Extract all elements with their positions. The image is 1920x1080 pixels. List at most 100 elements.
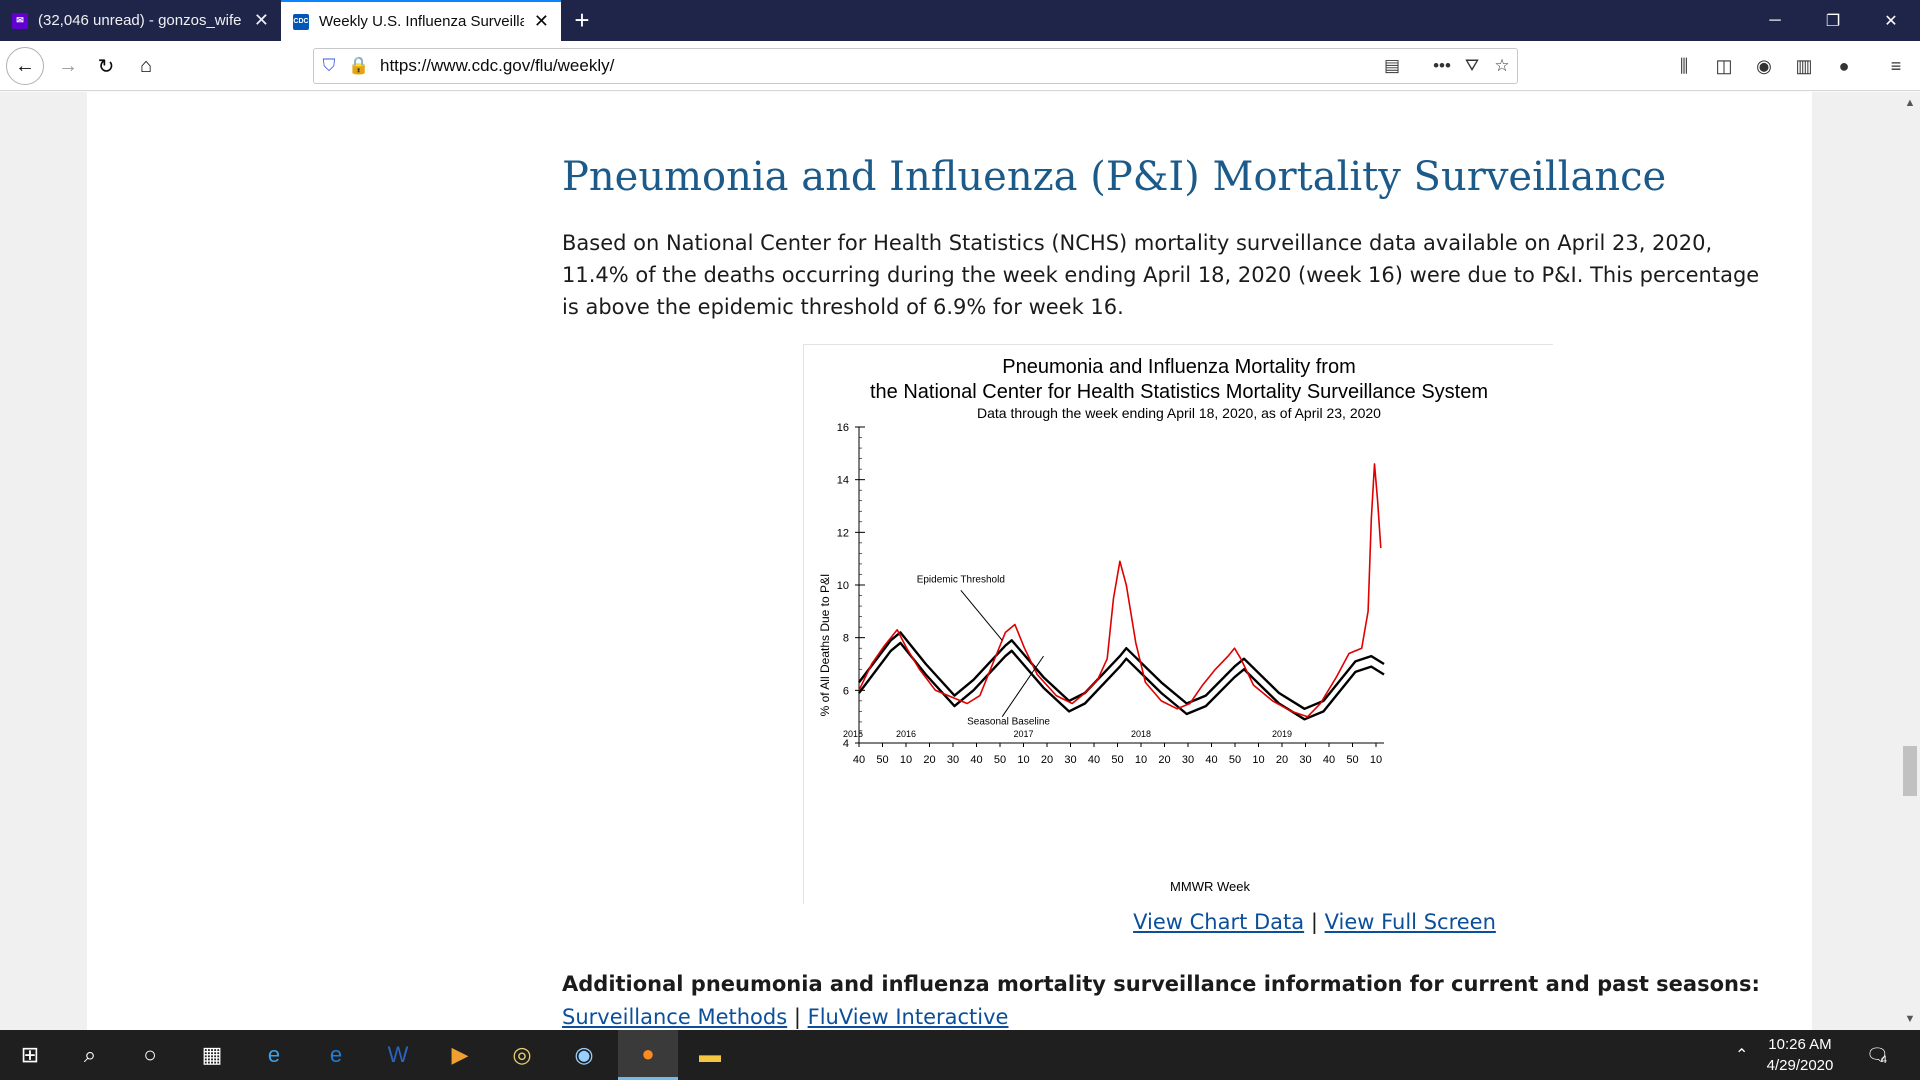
calculator-icon[interactable]: ▦ <box>201 1042 223 1067</box>
x-tick-label: 20 <box>923 754 935 766</box>
surveillance-methods-link[interactable]: Surveillance Methods <box>562 1005 788 1029</box>
x-tick-label: 30 <box>1064 754 1076 766</box>
x-tick-label: 40 <box>970 754 982 766</box>
pocket-icon[interactable]: ⛛ <box>1464 56 1480 75</box>
x-tick-label: 10 <box>1135 754 1147 766</box>
tab-strip: ✉ (32,046 unread) - gonzos_wife ✕ CDC We… <box>0 0 1920 41</box>
home-button[interactable]: ⌂ <box>139 54 153 77</box>
minimize-button[interactable]: ─ <box>1769 11 1781 29</box>
chart-svg: Pneumonia and Influenza Mortality from t… <box>818 356 1488 894</box>
extension-icon[interactable]: ▥ <box>1795 55 1813 76</box>
system-clock[interactable]: 10:26 AM 4/29/2020 <box>1750 1034 1850 1076</box>
x-tick-label: 40 <box>1205 754 1217 766</box>
bookmark-star-icon[interactable]: ☆ <box>1494 56 1510 75</box>
windows-start-icon[interactable]: ⊞ <box>20 1042 40 1067</box>
sidebar-icon[interactable]: ◫ <box>1715 55 1733 76</box>
x-axis-label: MMWR Week <box>1170 879 1250 894</box>
cdc-icon: CDC <box>293 13 309 30</box>
reload-button[interactable]: ↻ <box>97 55 115 78</box>
notification-count: 4 <box>1880 1054 1887 1066</box>
back-button[interactable]: ← <box>6 47 44 85</box>
media-player-icon[interactable]: ▶ <box>451 1042 469 1067</box>
x-tick-label: 10 <box>1370 754 1382 766</box>
tab-title: (32,046 unread) - gonzos_wife <box>38 12 242 29</box>
clock-time: 10:26 AM <box>1768 1036 1832 1053</box>
y-tick-label: 14 <box>837 475 849 487</box>
forward-button[interactable]: → <box>58 54 78 77</box>
annotation-arrow <box>960 589 1003 641</box>
annotation-epidemic-threshold: Epidemic Threshold <box>917 574 1005 585</box>
scroll-down-arrow-icon[interactable]: ▼ <box>1904 1013 1916 1025</box>
search-icon[interactable]: ⌕ <box>83 1042 97 1067</box>
annotation-arrow <box>1001 655 1044 717</box>
x-tick-label: 50 <box>1111 754 1123 766</box>
chart-title-line1: Pneumonia and Influenza Mortality from <box>1002 356 1356 378</box>
year-label: 2015 <box>843 729 863 739</box>
close-tab-icon[interactable]: ✕ <box>533 11 549 31</box>
internet-explorer-icon[interactable]: e <box>267 1042 281 1067</box>
firefox-icon[interactable]: ● <box>618 1030 678 1080</box>
link-separator: | <box>793 1005 801 1029</box>
y-tick-label: 8 <box>843 633 849 645</box>
x-tick-label: 40 <box>1088 754 1100 766</box>
yahoo-mail-icon: ✉ <box>12 12 28 29</box>
window-controls: ─ ❐ ✕ <box>1746 0 1920 41</box>
fluview-interactive-link[interactable]: FluView Interactive <box>807 1005 1009 1029</box>
eye-app-icon[interactable]: ◉ <box>574 1042 594 1067</box>
menu-icon[interactable]: ≡ <box>1890 55 1902 76</box>
year-label: 2016 <box>896 729 916 739</box>
edge-icon[interactable]: e <box>329 1042 343 1067</box>
scrollbar-thumb[interactable] <box>1903 746 1917 796</box>
chart-annotations: Epidemic Threshold Seasonal Baseline <box>917 574 1051 727</box>
file-explorer-icon[interactable]: ▬ <box>699 1042 721 1067</box>
view-chart-data-link[interactable]: View Chart Data <box>1133 910 1305 934</box>
year-label: 2019 <box>1272 729 1292 739</box>
notifications-icon[interactable]: 🗨 4 <box>1866 1044 1889 1067</box>
show-hidden-icons-icon[interactable]: ⌃ <box>1735 1047 1749 1064</box>
tab-cdc-flu[interactable]: CDC Weekly U.S. Influenza Surveillance ✕ <box>281 0 561 41</box>
tracking-protection-icon[interactable]: ⛉ <box>322 56 336 75</box>
close-window-button[interactable]: ✕ <box>1884 12 1898 30</box>
view-full-screen-link[interactable]: View Full Screen <box>1324 910 1496 934</box>
tab-title: Weekly U.S. Influenza Surveillance <box>319 13 524 30</box>
series-line-p-i <box>858 463 1382 718</box>
address-bar[interactable]: ⛉ 🔒 https://www.cdc.gov/flu/weekly/ ▤ ••… <box>313 48 1518 84</box>
x-tick-label: 20 <box>1276 754 1288 766</box>
multi-account-icon[interactable]: ● <box>1838 55 1850 76</box>
additional-links: Surveillance Methods | FluView Interacti… <box>562 1005 1008 1029</box>
restore-button[interactable]: ❐ <box>1825 12 1841 30</box>
pi-mortality-chart: Pneumonia and Influenza Mortality from t… <box>803 344 1553 904</box>
reader-view-icon[interactable]: ▤ <box>1383 56 1401 75</box>
chart-subtitle: Data through the week ending April 18, 2… <box>977 405 1381 421</box>
page-actions-icon[interactable]: ••• <box>1433 56 1451 75</box>
year-label: 2017 <box>1013 729 1033 739</box>
scroll-up-arrow-icon[interactable]: ▲ <box>1904 97 1916 109</box>
vertical-scrollbar[interactable]: ▲ ▼ <box>1900 92 1920 1030</box>
x-tick-label: 50 <box>1229 754 1241 766</box>
url-text[interactable]: https://www.cdc.gov/flu/weekly/ <box>380 56 615 75</box>
account-icon[interactable]: ◉ <box>1756 55 1772 76</box>
chart-title-line2: the National Center for Health Statistic… <box>870 381 1488 403</box>
cortana-icon[interactable]: ○ <box>143 1042 157 1067</box>
x-tick-label: 10 <box>900 754 912 766</box>
y-axis-label: % of All Deaths Due to P&I <box>818 574 832 717</box>
x-tick-label: 50 <box>1346 754 1358 766</box>
year-label: 2018 <box>1131 729 1151 739</box>
x-tick-label: 20 <box>1158 754 1170 766</box>
lock-icon[interactable]: 🔒 <box>348 56 370 75</box>
library-icon[interactable]: ⫼ <box>1679 55 1689 76</box>
x-tick-label: 50 <box>994 754 1006 766</box>
summary-paragraph: Based on National Center for Health Stat… <box>562 231 1760 319</box>
close-tab-icon[interactable]: ✕ <box>253 10 269 30</box>
series-line-seasonal-baseline <box>858 641 1385 721</box>
app-icon[interactable]: ◎ <box>512 1042 532 1067</box>
x-tick-label: 10 <box>1017 754 1029 766</box>
tab-yahoo-mail[interactable]: ✉ (32,046 unread) - gonzos_wife ✕ <box>0 0 281 41</box>
clock-date: 4/29/2020 <box>1766 1057 1834 1074</box>
x-tick-label: 40 <box>853 754 865 766</box>
y-tick-label: 6 <box>843 685 849 697</box>
content-viewport: Pneumonia and Influenza (P&I) Mortality … <box>0 92 1900 1030</box>
y-tick-label: 4 <box>843 738 849 750</box>
word-icon[interactable]: W <box>387 1042 409 1067</box>
new-tab-button[interactable]: + <box>574 5 590 35</box>
